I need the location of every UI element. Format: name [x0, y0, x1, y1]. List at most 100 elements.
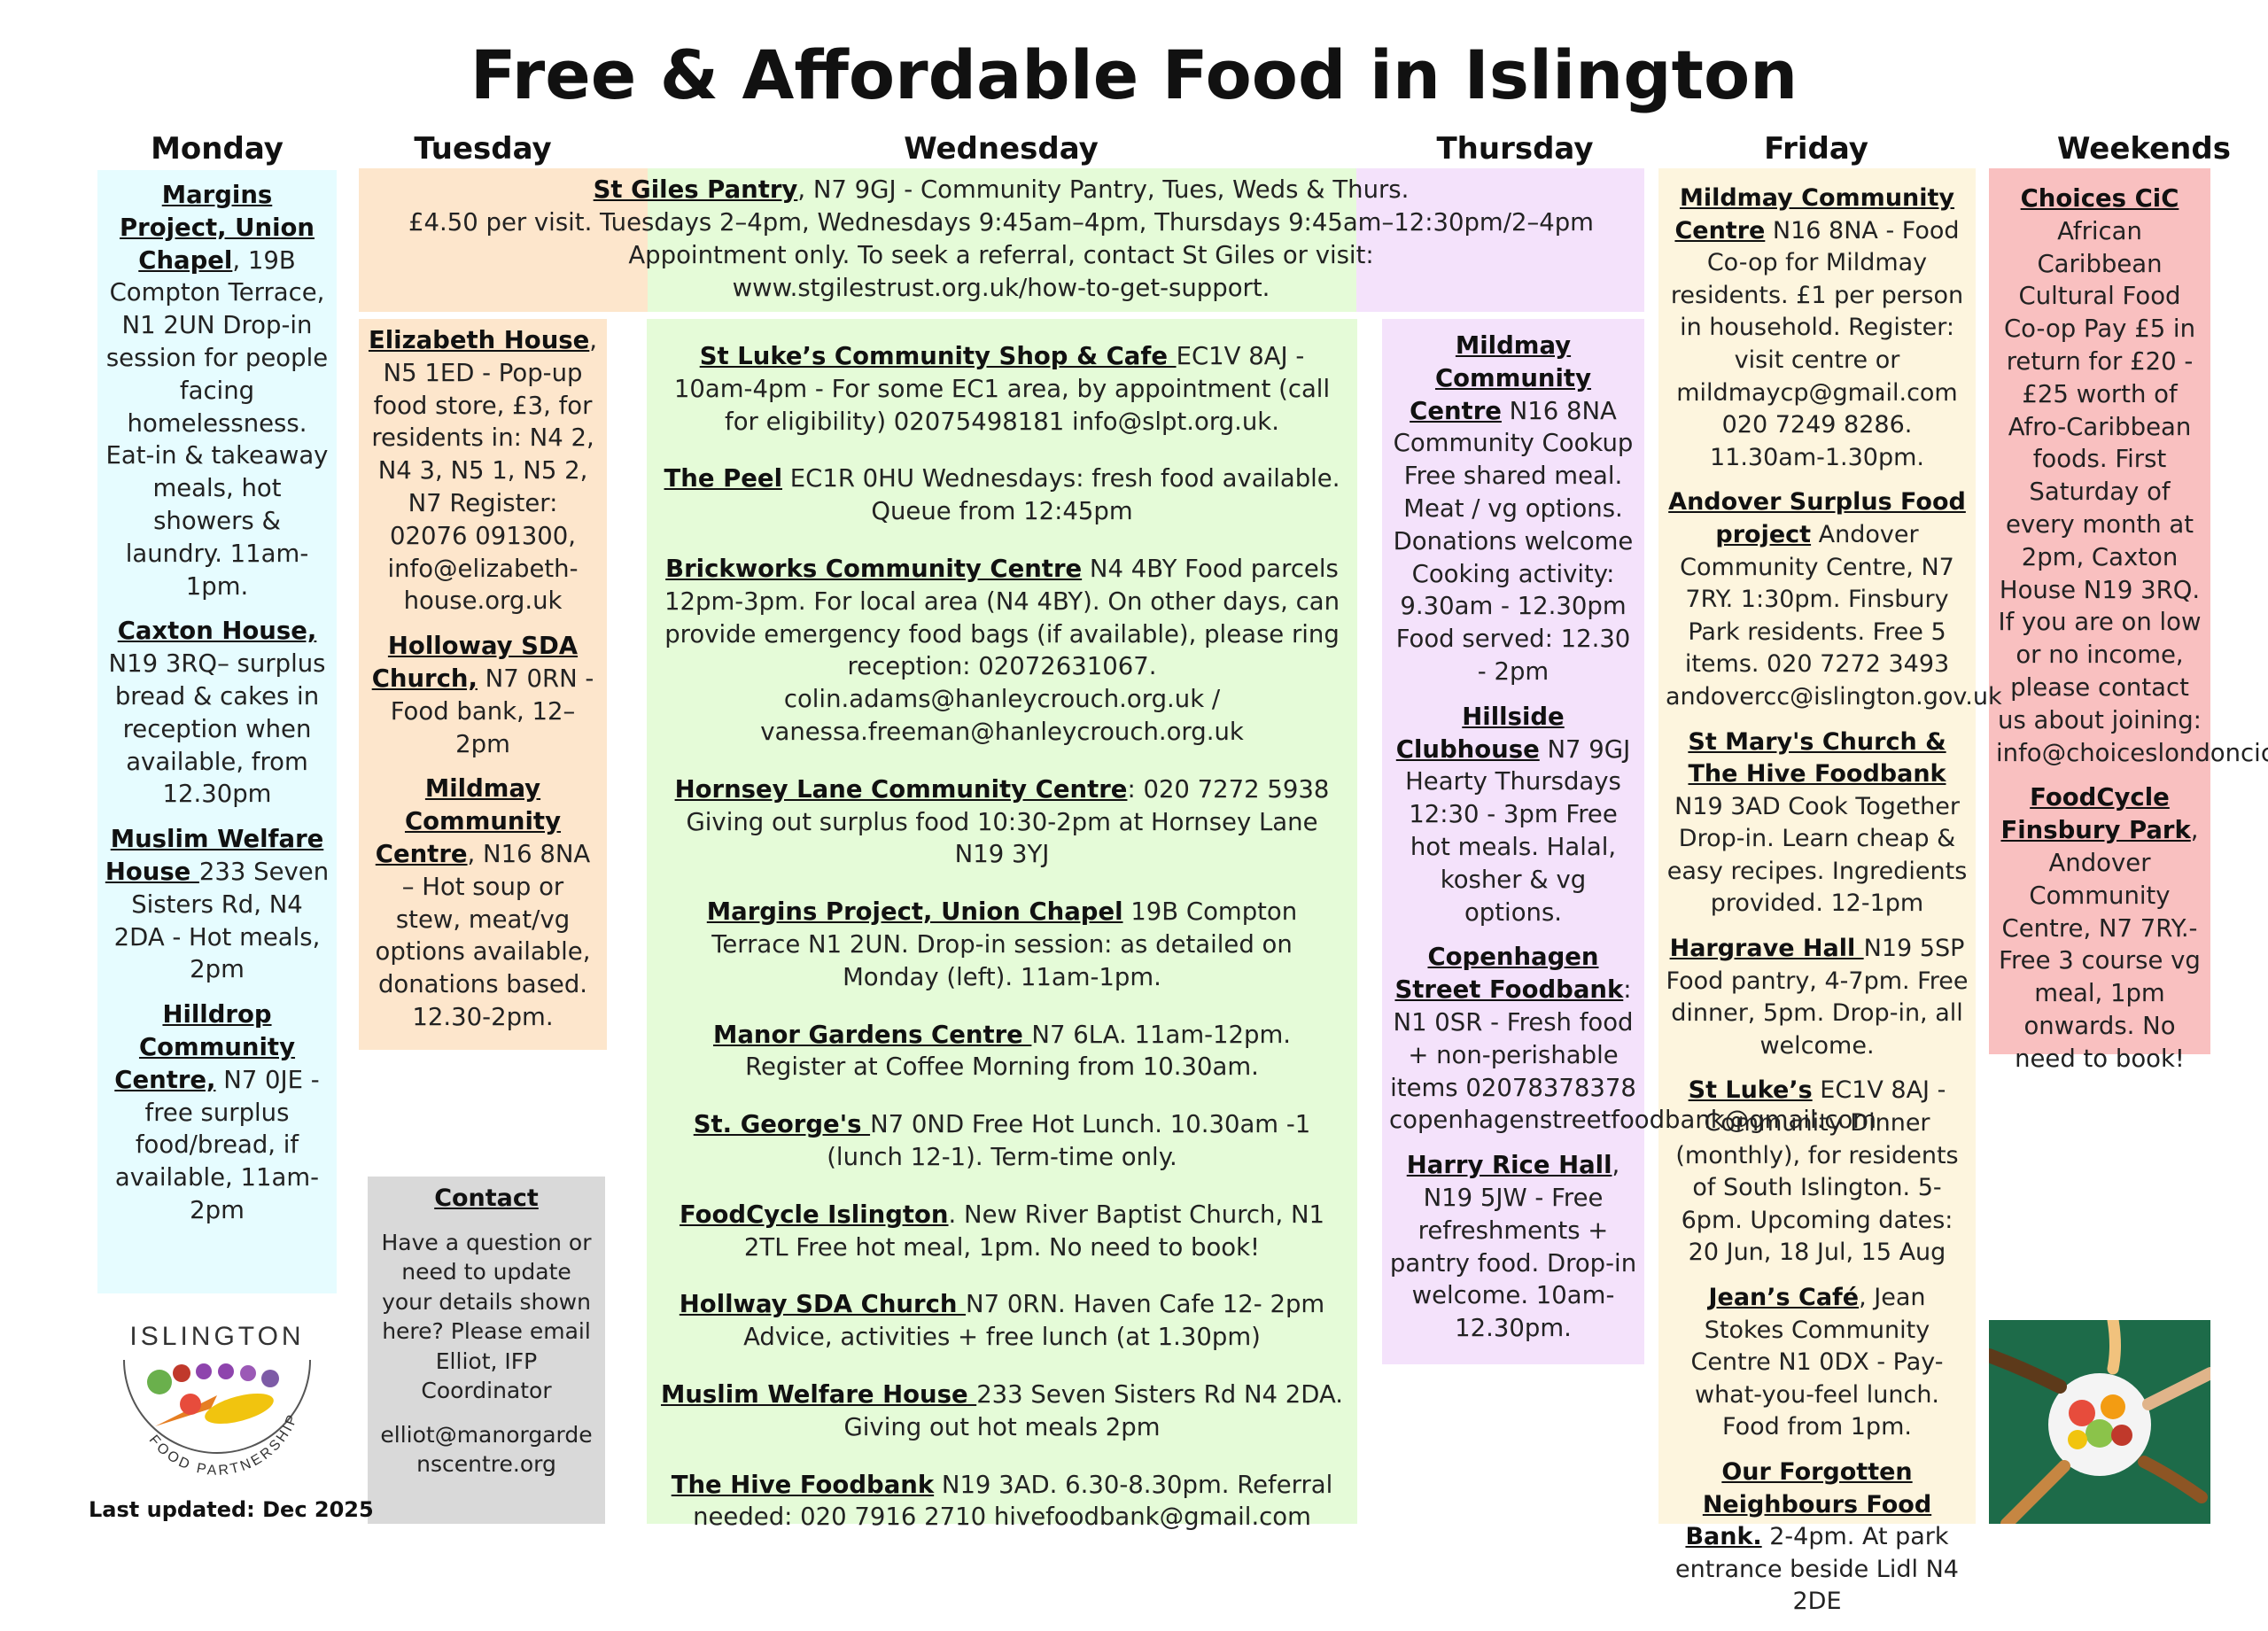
listing-details: 233 Seven Sisters Rd N4 2DA. Giving out …: [843, 1379, 1344, 1441]
panel-tuesday-top: [359, 168, 648, 312]
listing-name[interactable]: Hillside Clubhouse: [1395, 702, 1565, 764]
listing-name[interactable]: Margins Project, Union Chapel: [706, 897, 1123, 927]
listing-name[interactable]: St. George's: [693, 1110, 871, 1139]
listing-name[interactable]: Brickworks Community Centre: [665, 554, 1083, 583]
listing-details: , 19B Compton Terrace, N1 2UN Drop-in se…: [105, 245, 329, 601]
listing: Mildmay Community Centre, N16 8NA – Hot …: [366, 773, 600, 1033]
listing: The Hive Foodbank N19 3AD. 6.30-8.30pm. …: [660, 1469, 1344, 1534]
listing: Hollway SDA Church N7 0RN. Haven Cafe 12…: [660, 1288, 1344, 1354]
listing-details: , N5 1ED - Pop-up food store, £3, for re…: [371, 326, 598, 616]
listing: Mildmay Community Centre N16 8NA Communi…: [1389, 330, 1637, 688]
listing-details: EC1V 8AJ - 10am-4pm - For some EC1 area,…: [673, 342, 1331, 436]
listing: St Mary's Church & The Hive Foodbank N19…: [1666, 726, 1969, 921]
listing: FoodCycle Islington. New River Baptist C…: [660, 1199, 1344, 1264]
listing-details: , N16 8NA – Hot soup or stew, meat/vg op…: [375, 839, 591, 1031]
panel-wednesday-top: [648, 168, 1356, 312]
listing-name[interactable]: St Luke’s: [1688, 1076, 1813, 1105]
listing: Margins Project, Union Chapel, 19B Compt…: [105, 179, 330, 602]
listing: St. George's N7 0ND Free Hot Lunch. 10.3…: [660, 1108, 1344, 1174]
listing-name[interactable]: Copenhagen Street Foodbank: [1394, 943, 1624, 1005]
islington-food-partnership-logo: ISLINGTON FOOD PARTNERSHIP: [106, 1320, 328, 1479]
listing-details: 233 Seven Sisters Rd, N4 2DA - Hot meals…: [113, 857, 330, 984]
banner-line2: £4.50 per visit. Tuesdays 2–4pm, Wednesd…: [408, 208, 1594, 237]
panel-monday: [97, 170, 337, 1293]
contact-body: Have a question or need to update your d…: [381, 1229, 592, 1404]
listing-details: N16 8NA Community Cookup Free shared mea…: [1393, 396, 1634, 686]
listing-name[interactable]: Harry Rice Hall: [1406, 1151, 1612, 1180]
listing: Holloway SDA Church, N7 0RN - Food bank,…: [366, 630, 600, 760]
listing: Hargrave Hall N19 5SP Food pantry, 4-7pm…: [1666, 933, 1969, 1062]
st-giles-banner: St Giles Pantry, N7 9GJ - Community Pant…: [359, 174, 1643, 305]
listing-details: N7 0ND Free Hot Lunch. 10.30am -1 (lunch…: [827, 1110, 1311, 1171]
panel-contact: [368, 1177, 605, 1524]
panel-weekends: [1989, 168, 2210, 1054]
heading-friday: Friday: [1764, 131, 1868, 167]
listing: Brickworks Community Centre N4 4BY Food …: [660, 553, 1344, 749]
listing-name[interactable]: FoodCycle Finsbury Park: [2000, 783, 2191, 845]
listing-details: 2-4pm. At park entrance beside Lidl N4 2…: [1675, 1523, 1959, 1616]
listing-name[interactable]: Jean’s Café: [1708, 1284, 1860, 1311]
listing-name[interactable]: Muslim Welfare House: [105, 825, 324, 886]
listing-name[interactable]: St Mary's Church & The Hive Foodbank: [1688, 727, 1946, 788]
listing-name[interactable]: St Luke’s Community Shop & Cafe: [699, 342, 1177, 370]
heading-monday: Monday: [151, 131, 284, 167]
monday-listings: Margins Project, Union Chapel, 19B Compt…: [105, 179, 330, 1239]
panel-thursday: [1382, 319, 1644, 1364]
listing: Manor Gardens Centre N7 6LA. 11am-12pm. …: [660, 1019, 1344, 1084]
listing-name[interactable]: Elizabeth House: [368, 326, 590, 354]
contact-box: Contact Have a question or need to updat…: [377, 1184, 596, 1494]
listing-details: , Jean Stokes Community Centre N1 0DX - …: [1690, 1284, 1944, 1441]
listing: St Luke’s EC1V 8AJ - Community Dinner (m…: [1666, 1075, 1969, 1270]
listing-details: N19 3AD. 6.30-8.30pm. Referral needed: 0…: [693, 1470, 1333, 1532]
heading-wednesday: Wednesday: [904, 131, 1099, 167]
listing: Harry Rice Hall, N19 5JW - Free refreshm…: [1389, 1149, 1637, 1345]
contact-email[interactable]: elliot@manorgardenscentre.org: [380, 1421, 593, 1478]
panel-friday: [1658, 168, 1976, 1524]
weekends-listings: Choices CiC African Caribbean Cultural F…: [1996, 183, 2268, 1088]
listing-details: N19 3RQ– surplus bread & cakes in recept…: [108, 649, 326, 809]
listing-name[interactable]: Choices CiC: [2020, 184, 2179, 213]
listing-details: N7 0JE - free surplus food/bread, if ava…: [114, 1065, 320, 1224]
listing: Mildmay Community Centre N16 8NA - Food …: [1666, 183, 1969, 474]
listing-details: . New River Baptist Church, N1 2TL Free …: [743, 1200, 1325, 1262]
panel-thursday-top: [1356, 168, 1644, 312]
listing: Jean’s Café, Jean Stokes Community Centr…: [1666, 1282, 1969, 1444]
listing: Hillside Clubhouse N7 9GJ Hearty Thursda…: [1389, 701, 1637, 929]
listing: Andover Surplus Food project Andover Com…: [1666, 486, 2002, 713]
listing-details: N19 5SP Food pantry, 4-7pm. Free dinner,…: [1666, 935, 1969, 1060]
listing-name[interactable]: Hilldrop Community Centre,: [114, 1000, 296, 1094]
heading-tuesday: Tuesday: [414, 131, 552, 167]
friday-listings: Mildmay Community Centre N16 8NA - Food …: [1666, 183, 2002, 1631]
logo-top-text: ISLINGTON: [129, 1322, 304, 1351]
listing-name[interactable]: Hornsey Lane Community Centre: [674, 774, 1128, 804]
listing: FoodCycle Finsbury Park, Andover Communi…: [1996, 781, 2203, 1075]
listing-details: EC1R 0HU Wednesdays: fresh food availabl…: [782, 464, 1340, 526]
listing-name[interactable]: Caxton House,: [117, 617, 317, 646]
banner-line4: www.stgilestrust.org.uk/how-to-get-suppo…: [732, 274, 1270, 302]
listing-name[interactable]: Mildmay Community Centre: [375, 774, 562, 868]
listing-name[interactable]: Hargrave Hall: [1669, 935, 1864, 963]
listing-details: N7 9GJ Hearty Thursdays 12:30 - 3pm Free…: [1405, 734, 1631, 927]
listing-details: N7 0RN. Haven Cafe 12- 2pm Advice, activ…: [743, 1290, 1325, 1352]
listing-name[interactable]: Manor Gardens Centre: [712, 1020, 1032, 1049]
listing-name[interactable]: Andover Surplus Food project: [1668, 488, 1966, 548]
listing-name[interactable]: The Peel: [664, 464, 782, 493]
listing-name[interactable]: FoodCycle Islington: [679, 1200, 949, 1229]
listing: Hornsey Lane Community Centre: 020 7272 …: [660, 773, 1344, 871]
listing-name[interactable]: Muslim Welfare House: [660, 1379, 977, 1409]
panel-tuesday: [359, 319, 607, 1050]
listing-details: : 020 7272 5938 Giving out surplus food …: [686, 774, 1330, 869]
listing-name[interactable]: Holloway SDA Church,: [371, 632, 579, 693]
listing-details: N7 0RN - Food bank, 12–2pm: [390, 664, 594, 758]
banner-rest: , N7 9GJ - Community Pantry, Tues, Weds …: [797, 175, 1410, 204]
banner-line3: Appointment only. To seek a referral, co…: [628, 241, 1374, 269]
listing-name[interactable]: Margins Project, Union Chapel: [120, 181, 315, 275]
listing-details: N7 6LA. 11am-12pm. Register at Coffee Mo…: [745, 1020, 1292, 1082]
listing-name[interactable]: The Hive Foodbank: [671, 1470, 935, 1499]
heading-weekends: Weekends: [2057, 131, 2231, 167]
listing-details: , N19 5JW - Free refreshments + pantry f…: [1389, 1151, 1637, 1343]
listing-name[interactable]: Mildmay Community Centre: [1410, 331, 1592, 425]
listing-name[interactable]: Our Forgotten Neighbours Food Bank.: [1685, 1457, 1932, 1551]
listing-name[interactable]: Hollway SDA Church: [679, 1290, 967, 1319]
listing-name[interactable]: Mildmay Community Centre: [1674, 184, 1955, 245]
